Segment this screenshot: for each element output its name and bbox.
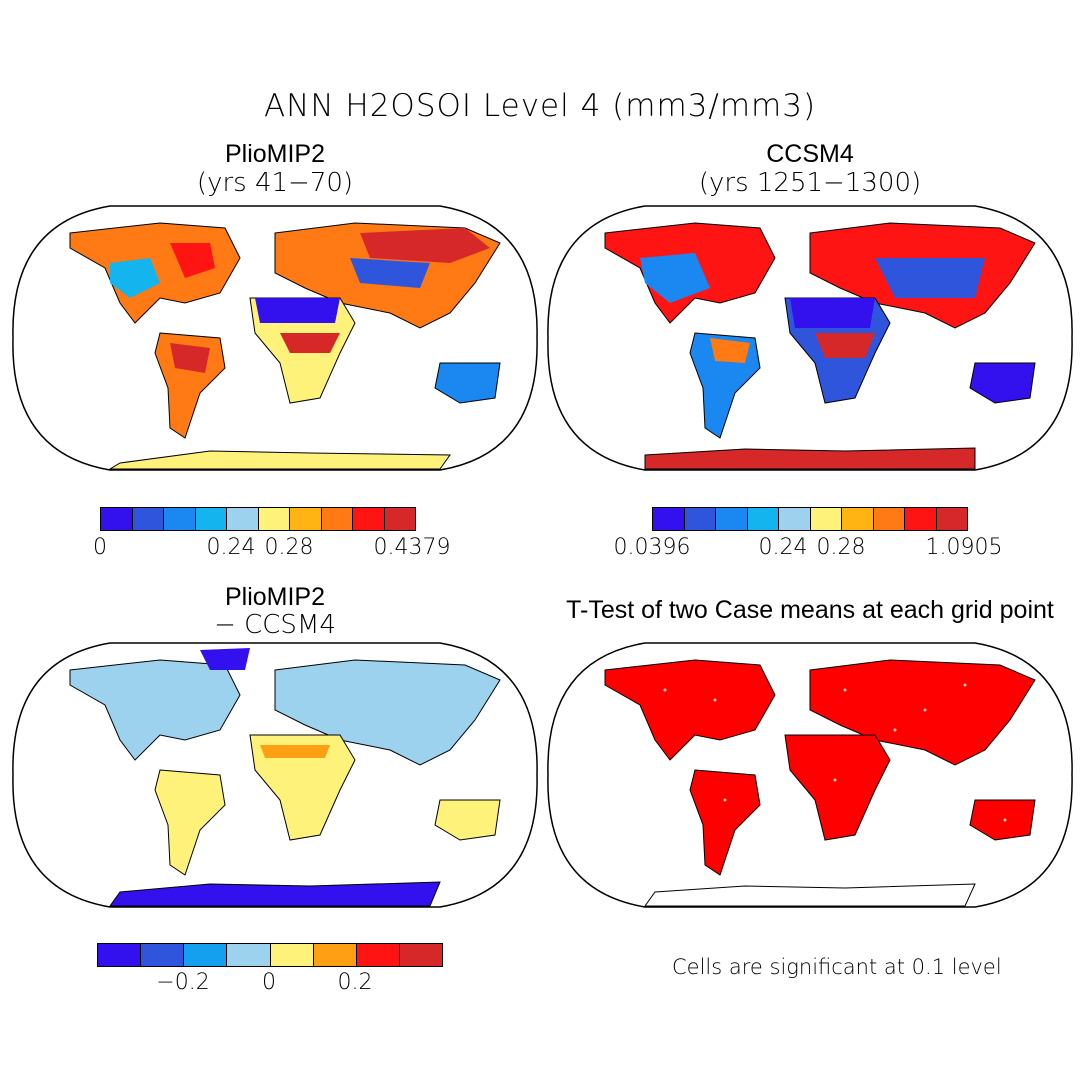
colorbar-ccsm4-label-max: 1.0905 — [925, 535, 1003, 560]
colorbar-swatch — [716, 508, 748, 530]
colorbar-swatch — [184, 944, 228, 966]
colorbar-swatch — [684, 508, 716, 530]
colorbar-swatch — [810, 508, 842, 530]
significance-note: Cells are significant at 0.1 level — [672, 955, 1002, 979]
colorbar-swatch — [101, 508, 133, 530]
colorbar-swatch — [164, 508, 196, 530]
colorbar-swatch — [141, 944, 185, 966]
map-difference — [12, 642, 538, 908]
colorbar-ccsm4-label-024: 0.24 — [758, 535, 808, 560]
colorbar-pliomip2-label-028: 0.28 — [264, 535, 314, 560]
panel-title-ccsm4: CCSM4 — [766, 140, 854, 168]
colorbar-swatch — [747, 508, 779, 530]
panel-title-pliomip2: PlioMIP2 — [224, 140, 326, 168]
colorbar-swatch — [653, 508, 685, 530]
colorbar-swatch — [384, 508, 415, 530]
colorbar-pliomip2 — [100, 507, 416, 531]
colorbar-swatch — [936, 508, 967, 530]
colorbar-ccsm4 — [652, 507, 968, 531]
panel-title-ttest: T-Test of two Case means at each grid po… — [566, 596, 1054, 624]
colorbar-swatch — [321, 508, 353, 530]
panel-subtitle-pliomip2: (yrs 41−70) — [196, 168, 354, 198]
map-ttest — [547, 642, 1073, 908]
colorbar-swatch — [356, 944, 400, 966]
colorbar-swatch — [353, 508, 385, 530]
colorbar-swatch — [227, 944, 271, 966]
colorbar-swatch — [227, 508, 259, 530]
panel-title-difference: PlioMIP2 — [224, 583, 326, 611]
colorbar-pliomip2-label-max: 0.4379 — [373, 535, 451, 560]
colorbar-swatch — [98, 944, 142, 966]
colorbar-ccsm4-label-028: 0.28 — [816, 535, 866, 560]
panel-subtitle-ccsm4: (yrs 1251−1300) — [698, 168, 922, 198]
colorbar-swatch — [905, 508, 937, 530]
panel-subtitle-difference: − CCSM4 — [214, 610, 336, 640]
colorbar-swatch — [313, 944, 357, 966]
colorbar-swatch — [873, 508, 905, 530]
colorbar-difference — [97, 943, 443, 967]
figure-title: ANN H2OSOI Level 4 (mm3/mm3) — [263, 88, 817, 124]
colorbar-difference-label-zero: 0 — [262, 970, 276, 995]
colorbar-swatch — [290, 508, 322, 530]
colorbar-pliomip2-label-min: 0 — [93, 535, 107, 560]
map-pliomip2 — [12, 205, 538, 471]
colorbar-swatch — [842, 508, 874, 530]
colorbar-ccsm4-label-min: 0.0396 — [613, 535, 691, 560]
colorbar-difference-label-pos: 0.2 — [337, 970, 373, 995]
colorbar-swatch — [195, 508, 227, 530]
colorbar-swatch — [399, 944, 442, 966]
colorbar-swatch — [258, 508, 290, 530]
colorbar-swatch — [132, 508, 164, 530]
colorbar-pliomip2-label-024: 0.24 — [206, 535, 256, 560]
colorbar-difference-label-neg: −0.2 — [156, 970, 210, 995]
colorbar-swatch — [270, 944, 314, 966]
colorbar-swatch — [779, 508, 811, 530]
map-ccsm4 — [547, 205, 1073, 471]
